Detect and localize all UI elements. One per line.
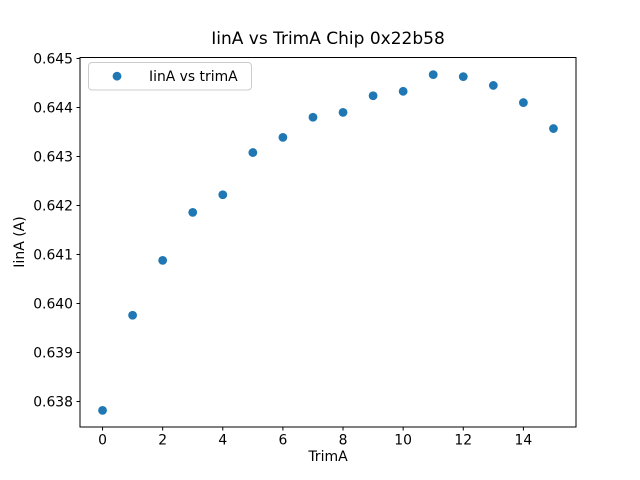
legend-label: IinA vs trimA — [149, 69, 238, 85]
legend: IinA vs trimA — [88, 62, 252, 91]
scatter-point — [158, 255, 168, 265]
y-tick-label: 0.641 — [33, 247, 73, 263]
plot-frame — [79, 57, 577, 428]
scatter-point — [428, 70, 438, 80]
y-axis-label: IinA (A) — [12, 216, 28, 267]
x-axis-label: TrimA — [307, 449, 348, 465]
x-tick-label: 14 — [515, 433, 533, 449]
x-tick-label: 12 — [454, 433, 472, 449]
x-tick-label: 2 — [158, 433, 167, 449]
scatter-point — [218, 190, 228, 200]
x-tick-label: 10 — [394, 433, 412, 449]
y-tick-label: 0.643 — [33, 149, 73, 165]
data-points — [98, 70, 558, 415]
scatter-point — [518, 98, 528, 107]
scatter-point — [338, 107, 348, 117]
x-tick-label: 8 — [339, 433, 348, 449]
y-tick-label: 0.638 — [33, 394, 73, 410]
scatter-point — [488, 81, 498, 90]
scatter-point — [308, 112, 318, 122]
scatter-point — [398, 86, 408, 96]
scatter-point — [368, 91, 378, 101]
legend-marker-icon — [112, 71, 122, 81]
x-axis-ticks: 0 2 4 6 8 10 12 14 — [98, 427, 532, 449]
legend-box — [88, 62, 252, 91]
x-tick-label: 0 — [98, 433, 107, 449]
x-tick-label: 4 — [218, 433, 227, 449]
scatter-point — [188, 207, 198, 217]
y-tick-label: 0.640 — [33, 296, 73, 312]
y-tick-label: 0.644 — [33, 100, 73, 116]
scatter-point — [128, 310, 138, 320]
x-tick-label: 6 — [278, 433, 287, 449]
chart-title: IinA vs TrimA Chip 0x22b58 — [211, 29, 445, 49]
scatter-point — [278, 132, 288, 142]
scatter-point — [98, 405, 107, 415]
scatter-point — [248, 148, 258, 157]
scatter-point — [458, 72, 468, 82]
y-tick-label: 0.645 — [33, 51, 73, 67]
y-axis-ticks: 0.638 0.639 0.640 0.641 0.642 0.643 0.644 0.645 — [33, 51, 80, 410]
y-tick-label: 0.642 — [33, 198, 73, 214]
y-tick-label: 0.639 — [33, 345, 73, 361]
scatter-point — [549, 124, 558, 133]
